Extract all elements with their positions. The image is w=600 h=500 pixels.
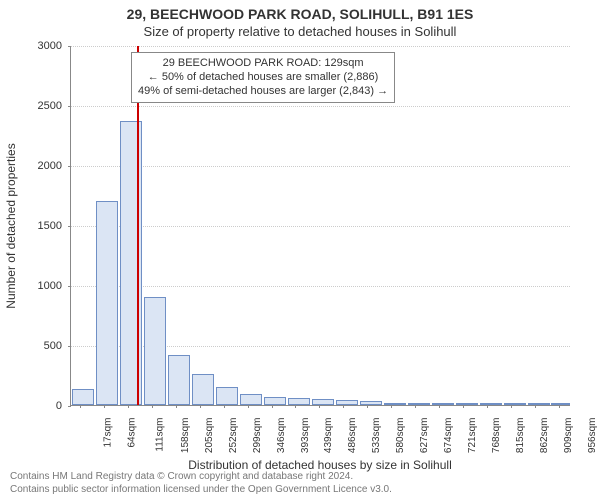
y-tick — [68, 166, 71, 167]
x-tick — [176, 405, 177, 408]
y-tick-label: 1500 — [0, 220, 62, 232]
x-tick-label: 909sqm — [563, 418, 574, 454]
y-tick — [68, 286, 71, 287]
gridline — [71, 46, 570, 47]
x-tick — [248, 405, 249, 408]
x-tick-label: 486sqm — [347, 418, 358, 454]
x-tick-label: 158sqm — [180, 418, 191, 454]
y-tick-label: 2500 — [0, 100, 62, 112]
plot-area: 17sqm64sqm111sqm158sqm205sqm252sqm299sqm… — [70, 46, 570, 406]
histogram-bar — [480, 403, 502, 405]
histogram-bar — [192, 374, 214, 405]
histogram-bar — [360, 401, 382, 405]
x-tick-label: 299sqm — [252, 418, 263, 454]
y-tick — [68, 46, 71, 47]
histogram-bar — [240, 394, 262, 405]
histogram-bar — [288, 398, 310, 405]
x-tick — [200, 405, 201, 408]
histogram-bar — [312, 399, 334, 405]
x-tick-label: 533sqm — [371, 418, 382, 454]
y-tick — [68, 406, 71, 407]
x-tick-label: 580sqm — [395, 418, 406, 454]
page-subtitle: Size of property relative to detached ho… — [0, 24, 600, 39]
annotation-line: 29 BEECHWOOD PARK ROAD: 129sqm — [138, 57, 388, 71]
y-tick — [68, 346, 71, 347]
x-tick — [439, 405, 440, 408]
x-tick-label: 64sqm — [126, 418, 137, 448]
x-tick-label: 721sqm — [467, 418, 478, 454]
y-tick-label: 1000 — [0, 280, 62, 292]
x-tick — [272, 405, 273, 408]
x-tick-label: 862sqm — [539, 418, 550, 454]
gridline — [71, 286, 570, 287]
annotation-line: ← 50% of detached houses are smaller (2,… — [138, 71, 388, 85]
x-tick — [559, 405, 560, 408]
footer-line: Contains HM Land Registry data © Crown c… — [10, 471, 392, 484]
histogram-bar — [168, 355, 190, 405]
x-tick — [487, 405, 488, 408]
histogram-bar — [72, 389, 94, 405]
x-tick — [152, 405, 153, 408]
histogram-bar — [264, 397, 286, 405]
x-axis-label: Distribution of detached houses by size … — [70, 458, 570, 472]
x-tick — [511, 405, 512, 408]
gridline — [71, 166, 570, 167]
x-tick — [104, 405, 105, 408]
page-title: 29, BEECHWOOD PARK ROAD, SOLIHULL, B91 1… — [0, 6, 600, 22]
x-tick-label: 17sqm — [102, 418, 113, 448]
x-tick — [391, 405, 392, 408]
x-tick-label: 393sqm — [300, 418, 311, 454]
histogram-bar — [504, 403, 526, 405]
histogram-bar — [408, 403, 430, 405]
gridline — [71, 226, 570, 227]
x-tick — [295, 405, 296, 408]
y-tick-label: 0 — [0, 400, 62, 412]
histogram-bar — [144, 297, 166, 405]
x-tick — [535, 405, 536, 408]
y-tick-label: 500 — [0, 340, 62, 352]
y-tick — [68, 106, 71, 107]
y-tick-label: 2000 — [0, 160, 62, 172]
x-tick-label: 768sqm — [491, 418, 502, 454]
x-tick — [80, 405, 81, 408]
y-tick — [68, 226, 71, 227]
histogram-bar — [216, 387, 238, 405]
x-tick — [415, 405, 416, 408]
histogram-bar — [96, 201, 118, 405]
x-tick-label: 252sqm — [228, 418, 239, 454]
x-tick — [224, 405, 225, 408]
histogram-bar — [432, 403, 454, 405]
x-tick-label: 674sqm — [443, 418, 454, 454]
y-tick-labels: 050010001500200025003000 — [0, 46, 70, 406]
x-tick-label: 111sqm — [154, 418, 165, 452]
annotation-line: 49% of semi-detached houses are larger (… — [138, 85, 388, 99]
footer-attribution: Contains HM Land Registry data © Crown c… — [10, 471, 392, 496]
x-tick — [367, 405, 368, 408]
histogram-bar — [456, 403, 478, 405]
x-tick — [343, 405, 344, 408]
x-tick-label: 346sqm — [276, 418, 287, 454]
histogram-bar — [528, 403, 550, 405]
marker-annotation: 29 BEECHWOOD PARK ROAD: 129sqm ← 50% of … — [131, 52, 395, 103]
x-tick — [319, 405, 320, 408]
footer-line: Contains public sector information licen… — [10, 484, 392, 497]
x-tick — [463, 405, 464, 408]
histogram-bar — [384, 403, 406, 405]
x-tick-label: 627sqm — [419, 418, 430, 454]
x-tick — [128, 405, 129, 408]
histogram-bar — [336, 400, 358, 405]
x-tick-label: 956sqm — [587, 418, 598, 454]
x-tick-label: 205sqm — [204, 418, 215, 454]
x-tick-label: 439sqm — [323, 418, 334, 454]
x-tick-label: 815sqm — [515, 418, 526, 454]
histogram-bar — [551, 403, 570, 405]
gridline — [71, 106, 570, 107]
y-tick-label: 3000 — [0, 40, 62, 52]
chart-frame: 29, BEECHWOOD PARK ROAD, SOLIHULL, B91 1… — [0, 0, 600, 500]
